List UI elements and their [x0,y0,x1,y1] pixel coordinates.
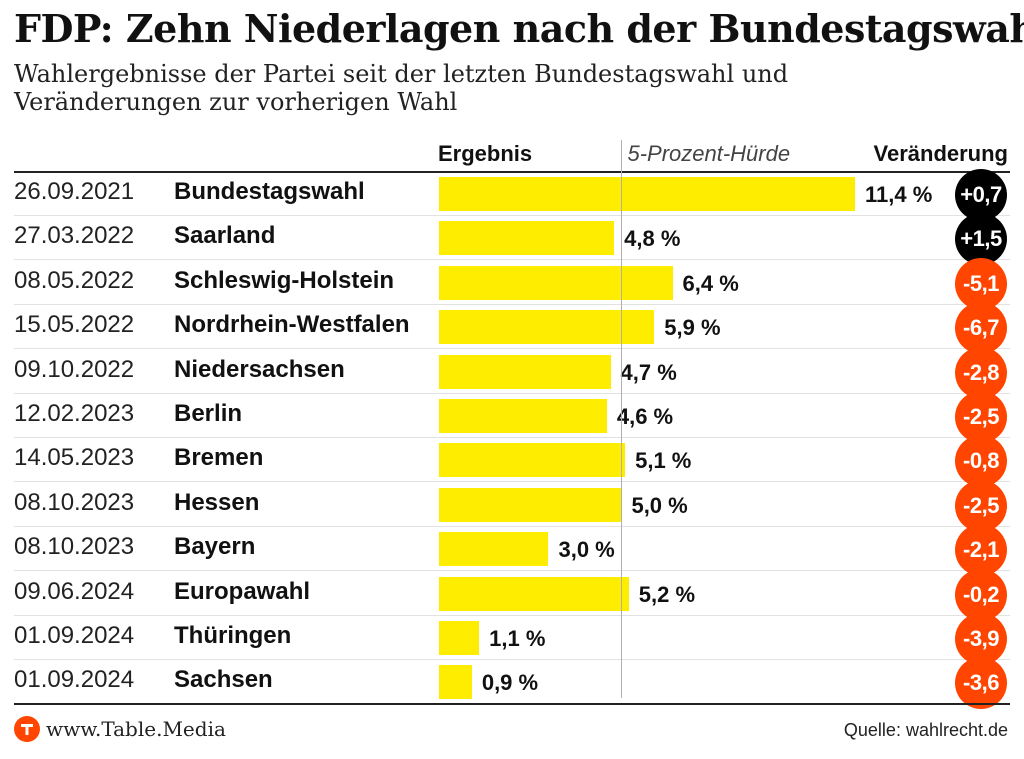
table-row: 27.03.2022 Saarland 4,8 % +1,5 [0,213,1024,266]
row-date: 26.09.2021 [14,178,135,205]
chart-subtitle: Wahlergebnisse der Partei seit der letzt… [14,60,789,116]
result-bar [439,665,472,700]
row-label: Niedersachsen [174,355,345,383]
table-row: 09.10.2022 Niedersachsen 4,7 % -2,8 [0,346,1024,399]
table-row: 01.09.2024 Thüringen 1,1 % -3,9 [0,613,1024,665]
change-badge: -2,1 [955,524,1007,577]
table-row: 08.10.2023 Bayern 3,0 % -2,1 [0,524,1024,577]
row-label: Bremen [174,444,264,472]
row-label: Nordrhein-Westfalen [174,311,410,339]
row-date: 14.05.2023 [14,444,135,472]
change-badge: -2,5 [955,479,1007,532]
table-row: 14.05.2023 Bremen 5,1 % -0,8 [0,435,1024,488]
chart-title: FDP: Zehn Niederlagen nach der Bundestag… [14,6,1024,51]
row-divider [14,348,1010,350]
table-media-logo-icon [14,716,40,742]
value-label: 4,8 % [624,226,681,252]
row-label: Berlin [174,400,243,427]
value-label: 0,9 % [481,670,539,696]
row-label: Saarland [174,222,276,250]
row-divider [14,659,1010,660]
row-label: Schleswig-Holstein [174,266,395,294]
value-label: 11,4 % [865,182,933,207]
value-label: 5,2 % [638,581,696,607]
row-divider [14,525,1010,527]
source-text: Quelle: wahlrecht.de [843,720,1008,740]
footer-brand: www.Table.Media [14,716,226,742]
change-badge: -2,8 [955,346,1007,399]
table-row: 15.05.2022 Nordrhein-Westfalen 5,9 % -6,7 [0,302,1024,355]
row-label: Bundestagswahl [174,178,365,205]
row-divider [14,303,1010,305]
row-date: 09.06.2024 [14,577,135,605]
result-bar [439,221,615,256]
table-row: 09.06.2024 Europawahl 5,2 % -0,2 [0,568,1024,621]
column-header-result: Ergebnis [438,141,533,166]
value-label: 4,7 % [620,359,677,385]
row-date: 12.02.2023 [14,400,135,427]
row-divider [14,481,1010,483]
row-date: 01.09.2024 [14,666,135,694]
column-header-threshold: 5-Prozent-Hürde [627,141,791,166]
value-label: 4,6 % [616,404,674,429]
row-divider [14,614,1010,616]
column-header-change: Veränderung [873,141,1008,166]
row-date: 15.05.2022 [14,311,135,339]
row-label: Europawahl [174,577,311,605]
row-divider [14,570,1010,572]
row-date: 01.09.2024 [14,622,135,649]
row-date: 08.10.2023 [14,488,135,516]
change-badge: -3,6 [955,657,1007,710]
header-divider [14,171,1010,173]
value-label: 5,1 % [635,448,692,474]
result-bar [439,399,607,433]
row-label: Thüringen [174,622,292,649]
value-label: 5,9 % [664,315,721,341]
value-label: 6,4 % [682,270,739,296]
value-label: 1,1 % [489,626,546,651]
chart-baseline [14,703,1010,705]
row-divider [14,215,1010,216]
row-date: 08.05.2022 [14,266,135,294]
row-divider [14,392,1010,394]
row-divider [14,259,1010,261]
table-row: 26.09.2021 Bundestagswahl 11,4 % +0,7 [0,169,1024,221]
row-date: 27.03.2022 [14,222,135,250]
result-bar [439,177,855,211]
result-bar [439,265,673,300]
change-badge: -6,7 [955,302,1007,355]
threshold-line [621,140,623,698]
result-bar [439,621,480,655]
row-label: Hessen [174,488,260,516]
change-badge: -2,5 [955,391,1007,443]
change-badge: -3,9 [955,613,1007,665]
row-date: 08.10.2023 [14,533,135,561]
change-badge: -0,8 [955,435,1007,488]
change-badge: +0,7 [955,169,1007,221]
row-date: 09.10.2022 [14,355,135,383]
table-row: 08.10.2023 Hessen 5,0 % -2,5 [0,479,1024,532]
change-badge: -5,1 [955,257,1007,310]
result-bar [439,354,611,389]
table-row: 12.02.2023 Berlin 4,6 % -2,5 [0,391,1024,443]
value-label: 5,0 % [631,492,688,518]
change-badge: -0,2 [955,568,1007,621]
row-label: Bayern [174,533,256,561]
result-bar [439,576,629,611]
result-bar [439,487,622,522]
result-bar [439,310,655,345]
value-label: 3,0 % [558,537,615,563]
table-row: 01.09.2024 Sachsen 0,9 % -3,6 [0,657,1024,710]
result-bar [439,443,626,478]
brand-text: www.Table.Media [46,717,226,741]
row-divider [14,437,1010,438]
table-row: 08.05.2022 Schleswig-Holstein 6,4 % -5,1 [0,257,1024,310]
row-label: Sachsen [174,666,273,694]
result-bar [439,532,549,567]
change-badge: +1,5 [955,213,1007,266]
